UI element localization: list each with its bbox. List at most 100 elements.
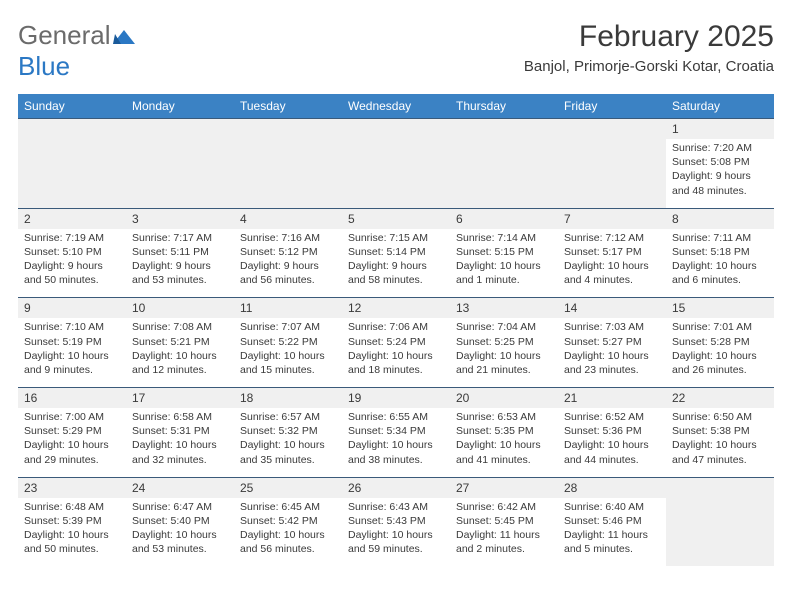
day-info: Sunrise: 6:58 AMSunset: 5:31 PMDaylight:…	[126, 408, 234, 477]
day-number: 24	[126, 478, 234, 498]
day-number: 10	[126, 298, 234, 318]
day-number: 19	[342, 388, 450, 408]
day-cell: ..	[18, 119, 126, 209]
day-cell: 21Sunrise: 6:52 AMSunset: 5:36 PMDayligh…	[558, 388, 666, 478]
day-info: Sunrise: 7:11 AMSunset: 5:18 PMDaylight:…	[666, 229, 774, 298]
day-info: Sunrise: 6:47 AMSunset: 5:40 PMDaylight:…	[126, 498, 234, 567]
day-number: 21	[558, 388, 666, 408]
day-info: Sunrise: 6:40 AMSunset: 5:46 PMDaylight:…	[558, 498, 666, 567]
day-number: 28	[558, 478, 666, 498]
day-number: 26	[342, 478, 450, 498]
week-row: 16Sunrise: 7:00 AMSunset: 5:29 PMDayligh…	[18, 388, 774, 478]
day-cell: 15Sunrise: 7:01 AMSunset: 5:28 PMDayligh…	[666, 298, 774, 388]
day-info: Sunrise: 7:16 AMSunset: 5:12 PMDaylight:…	[234, 229, 342, 298]
day-cell: 9Sunrise: 7:10 AMSunset: 5:19 PMDaylight…	[18, 298, 126, 388]
day-info: Sunrise: 7:06 AMSunset: 5:24 PMDaylight:…	[342, 318, 450, 387]
day-cell: 26Sunrise: 6:43 AMSunset: 5:43 PMDayligh…	[342, 477, 450, 566]
day-info: Sunrise: 7:07 AMSunset: 5:22 PMDaylight:…	[234, 318, 342, 387]
day-cell: 7Sunrise: 7:12 AMSunset: 5:17 PMDaylight…	[558, 208, 666, 298]
day-header: Saturday	[666, 94, 774, 119]
day-cell: 10Sunrise: 7:08 AMSunset: 5:21 PMDayligh…	[126, 298, 234, 388]
calendar-table: SundayMondayTuesdayWednesdayThursdayFrid…	[18, 94, 774, 566]
day-info: Sunrise: 6:57 AMSunset: 5:32 PMDaylight:…	[234, 408, 342, 477]
day-cell: 12Sunrise: 7:06 AMSunset: 5:24 PMDayligh…	[342, 298, 450, 388]
day-number: 12	[342, 298, 450, 318]
day-number: 4	[234, 209, 342, 229]
day-info: Sunrise: 6:48 AMSunset: 5:39 PMDaylight:…	[18, 498, 126, 567]
day-number: 9	[18, 298, 126, 318]
day-cell: 14Sunrise: 7:03 AMSunset: 5:27 PMDayligh…	[558, 298, 666, 388]
day-header: Tuesday	[234, 94, 342, 119]
week-row: 9Sunrise: 7:10 AMSunset: 5:19 PMDaylight…	[18, 298, 774, 388]
day-number: 5	[342, 209, 450, 229]
day-number: 27	[450, 478, 558, 498]
day-header: Sunday	[18, 94, 126, 119]
day-number: 23	[18, 478, 126, 498]
brand-flag-icon	[113, 26, 135, 44]
day-cell: 24Sunrise: 6:47 AMSunset: 5:40 PMDayligh…	[126, 477, 234, 566]
day-cell: 16Sunrise: 7:00 AMSunset: 5:29 PMDayligh…	[18, 388, 126, 478]
day-info: Sunrise: 7:10 AMSunset: 5:19 PMDaylight:…	[18, 318, 126, 387]
day-cell: 25Sunrise: 6:45 AMSunset: 5:42 PMDayligh…	[234, 477, 342, 566]
day-cell: 18Sunrise: 6:57 AMSunset: 5:32 PMDayligh…	[234, 388, 342, 478]
day-cell: 28Sunrise: 6:40 AMSunset: 5:46 PMDayligh…	[558, 477, 666, 566]
week-row: ............1Sunrise: 7:20 AMSunset: 5:0…	[18, 119, 774, 209]
day-info: Sunrise: 6:53 AMSunset: 5:35 PMDaylight:…	[450, 408, 558, 477]
header: General Blue February 2025 Banjol, Primo…	[18, 20, 774, 82]
day-number: 6	[450, 209, 558, 229]
day-number: 2	[18, 209, 126, 229]
day-header: Monday	[126, 94, 234, 119]
day-info: Sunrise: 7:04 AMSunset: 5:25 PMDaylight:…	[450, 318, 558, 387]
day-cell: 3Sunrise: 7:17 AMSunset: 5:11 PMDaylight…	[126, 208, 234, 298]
day-number: 7	[558, 209, 666, 229]
day-number: 1	[666, 119, 774, 139]
day-number: 17	[126, 388, 234, 408]
day-number: 3	[126, 209, 234, 229]
day-cell: 4Sunrise: 7:16 AMSunset: 5:12 PMDaylight…	[234, 208, 342, 298]
week-row: 23Sunrise: 6:48 AMSunset: 5:39 PMDayligh…	[18, 477, 774, 566]
day-cell: ..	[342, 119, 450, 209]
day-cell: ..	[234, 119, 342, 209]
day-cell: 22Sunrise: 6:50 AMSunset: 5:38 PMDayligh…	[666, 388, 774, 478]
day-info: Sunrise: 7:12 AMSunset: 5:17 PMDaylight:…	[558, 229, 666, 298]
day-info: Sunrise: 7:15 AMSunset: 5:14 PMDaylight:…	[342, 229, 450, 298]
week-row: 2Sunrise: 7:19 AMSunset: 5:10 PMDaylight…	[18, 208, 774, 298]
day-cell: 2Sunrise: 7:19 AMSunset: 5:10 PMDaylight…	[18, 208, 126, 298]
day-number: 8	[666, 209, 774, 229]
day-cell: 27Sunrise: 6:42 AMSunset: 5:45 PMDayligh…	[450, 477, 558, 566]
day-number: 14	[558, 298, 666, 318]
day-cell: ..	[558, 119, 666, 209]
day-header-row: SundayMondayTuesdayWednesdayThursdayFrid…	[18, 94, 774, 119]
day-cell: 23Sunrise: 6:48 AMSunset: 5:39 PMDayligh…	[18, 477, 126, 566]
day-cell: 13Sunrise: 7:04 AMSunset: 5:25 PMDayligh…	[450, 298, 558, 388]
day-header: Wednesday	[342, 94, 450, 119]
day-cell: 6Sunrise: 7:14 AMSunset: 5:15 PMDaylight…	[450, 208, 558, 298]
day-info: Sunrise: 6:45 AMSunset: 5:42 PMDaylight:…	[234, 498, 342, 567]
day-number: 18	[234, 388, 342, 408]
day-info: Sunrise: 6:50 AMSunset: 5:38 PMDaylight:…	[666, 408, 774, 477]
brand-general: General	[18, 20, 111, 50]
month-title: February 2025	[524, 20, 774, 54]
day-info: Sunrise: 6:52 AMSunset: 5:36 PMDaylight:…	[558, 408, 666, 477]
day-cell: 5Sunrise: 7:15 AMSunset: 5:14 PMDaylight…	[342, 208, 450, 298]
day-info: Sunrise: 7:01 AMSunset: 5:28 PMDaylight:…	[666, 318, 774, 387]
day-info: Sunrise: 7:14 AMSunset: 5:15 PMDaylight:…	[450, 229, 558, 298]
day-info: Sunrise: 7:20 AMSunset: 5:08 PMDaylight:…	[666, 139, 774, 208]
day-info: Sunrise: 6:42 AMSunset: 5:45 PMDaylight:…	[450, 498, 558, 567]
day-info: Sunrise: 7:00 AMSunset: 5:29 PMDaylight:…	[18, 408, 126, 477]
day-number: 16	[18, 388, 126, 408]
day-info: Sunrise: 7:17 AMSunset: 5:11 PMDaylight:…	[126, 229, 234, 298]
day-cell: 1Sunrise: 7:20 AMSunset: 5:08 PMDaylight…	[666, 119, 774, 209]
day-cell: ..	[126, 119, 234, 209]
brand-blue: Blue	[18, 51, 70, 81]
title-block: February 2025 Banjol, Primorje-Gorski Ko…	[524, 20, 774, 75]
day-info: Sunrise: 6:55 AMSunset: 5:34 PMDaylight:…	[342, 408, 450, 477]
day-cell: 11Sunrise: 7:07 AMSunset: 5:22 PMDayligh…	[234, 298, 342, 388]
day-info: Sunrise: 7:03 AMSunset: 5:27 PMDaylight:…	[558, 318, 666, 387]
day-info: Sunrise: 6:43 AMSunset: 5:43 PMDaylight:…	[342, 498, 450, 567]
day-number: 25	[234, 478, 342, 498]
day-number: 22	[666, 388, 774, 408]
day-header: Thursday	[450, 94, 558, 119]
location-text: Banjol, Primorje-Gorski Kotar, Croatia	[524, 58, 774, 75]
day-cell: 19Sunrise: 6:55 AMSunset: 5:34 PMDayligh…	[342, 388, 450, 478]
